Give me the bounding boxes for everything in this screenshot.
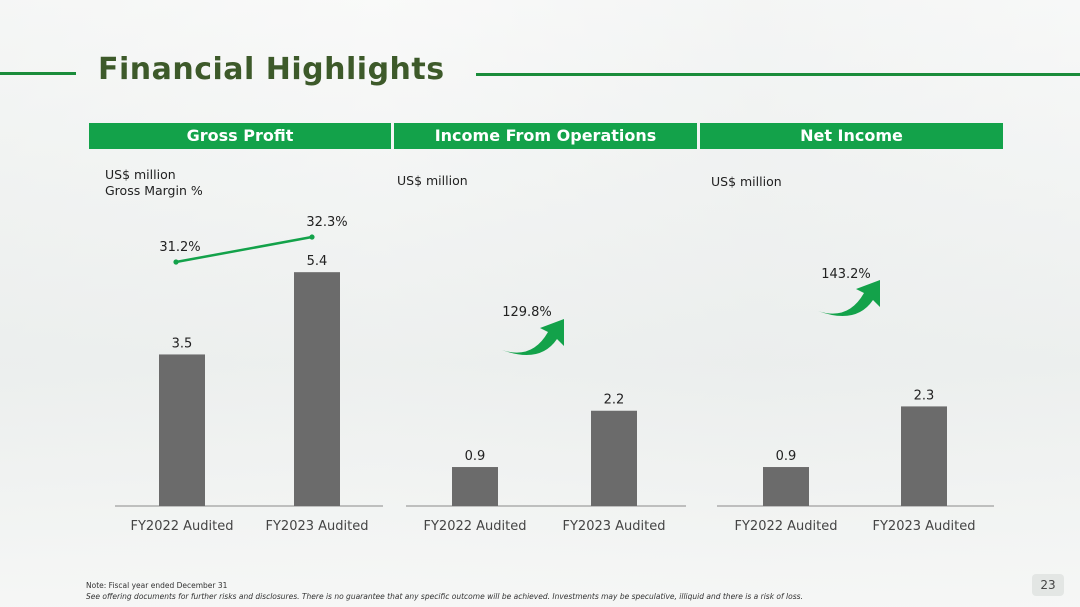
growth-arrow-icon-income-operations xyxy=(502,319,564,356)
unit-label-income-operations: US$ million xyxy=(397,173,468,188)
category-label-net-income-1: FY2023 Audited xyxy=(873,519,976,534)
growth-label-income-operations: 129.8% xyxy=(502,305,552,320)
footer-note: Note: Fiscal year ended December 31 xyxy=(86,581,228,590)
margin-label-1: 32.3% xyxy=(306,215,347,230)
margin-label-0: 31.2% xyxy=(159,240,200,255)
value-label-income-operations-1: 2.2 xyxy=(604,393,625,408)
margin-point-0 xyxy=(173,259,179,265)
bar-net-income-0 xyxy=(763,467,809,506)
growth-label-net-income: 143.2% xyxy=(821,267,871,282)
title-rule-left xyxy=(0,72,76,75)
panel-header-gross-profit: Gross Profit xyxy=(89,123,391,149)
title-rule-right xyxy=(476,73,1080,76)
bar-gross-profit-1 xyxy=(294,272,340,506)
bar-gross-profit-0 xyxy=(159,354,205,506)
category-label-net-income-0: FY2022 Audited xyxy=(735,519,838,534)
value-label-net-income-1: 2.3 xyxy=(914,388,935,403)
category-label-gross-profit-0: FY2022 Audited xyxy=(131,519,234,534)
page-title: Financial Highlights xyxy=(98,52,445,87)
value-label-gross-profit-0: 3.5 xyxy=(172,336,193,351)
unit-label-net-income: US$ million xyxy=(711,174,782,189)
margin-line xyxy=(175,235,313,264)
value-label-net-income-0: 0.9 xyxy=(776,449,797,464)
category-label-income-operations-0: FY2022 Audited xyxy=(424,519,527,534)
panel-header-net-income: Net Income xyxy=(700,123,1003,149)
category-label-income-operations-1: FY2023 Audited xyxy=(563,519,666,534)
unit-label-gross-profit-line1: US$ million xyxy=(105,167,176,182)
margin-point-1 xyxy=(309,234,315,240)
panel-header-income-operations: Income From Operations xyxy=(394,123,697,149)
bar-net-income-1 xyxy=(901,406,947,506)
value-label-gross-profit-1: 5.4 xyxy=(307,254,328,269)
unit-label-gross-profit-line2: Gross Margin % xyxy=(105,183,203,198)
unit-label-gross-profit: US$ million Gross Margin % xyxy=(105,167,203,199)
page-number: 23 xyxy=(1032,574,1064,596)
bar-income-operations-1 xyxy=(591,410,637,506)
value-label-income-operations-0: 0.9 xyxy=(465,449,486,464)
growth-arrow-icon-net-income xyxy=(818,280,880,317)
category-label-gross-profit-1: FY2023 Audited xyxy=(266,519,369,534)
footer-disclaimer: See offering documents for further risks… xyxy=(86,592,803,601)
bar-income-operations-0 xyxy=(452,467,498,506)
